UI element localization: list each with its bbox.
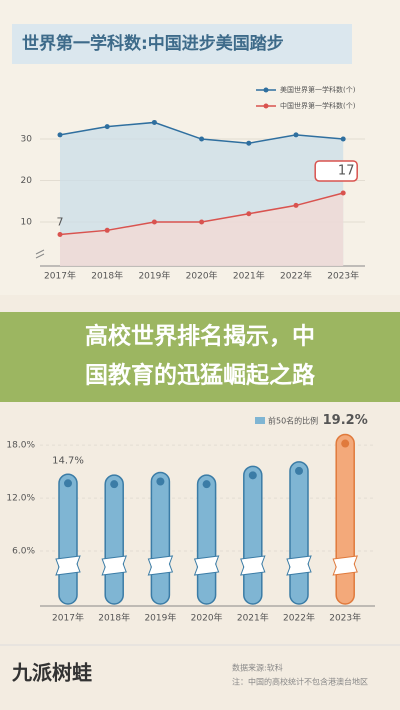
ribbon bbox=[286, 555, 312, 576]
legend-swatch bbox=[255, 417, 265, 424]
x-tick-label: 2022年 bbox=[283, 612, 315, 624]
value-label: 7 bbox=[57, 215, 64, 228]
x-tick-label: 2017年 bbox=[52, 612, 84, 624]
point bbox=[246, 211, 252, 217]
point bbox=[340, 136, 346, 142]
point bbox=[151, 119, 157, 125]
note: 注：中国的高校统计不包含港澳台地区 bbox=[232, 677, 368, 687]
x-tick-label: 2018年 bbox=[98, 612, 130, 624]
ribbon bbox=[101, 555, 127, 576]
legend-label: 美国世界第一学科数(个) bbox=[280, 85, 356, 94]
ribbon bbox=[332, 555, 358, 576]
ribbon bbox=[55, 555, 81, 576]
source: 数据来源:软科 bbox=[232, 663, 283, 673]
bar-cap bbox=[156, 477, 165, 486]
x-tick-label: 2022年 bbox=[280, 270, 312, 282]
point bbox=[293, 132, 299, 138]
series-area bbox=[60, 192, 344, 266]
bar bbox=[104, 474, 124, 605]
bar-cap bbox=[64, 479, 72, 488]
ribbon bbox=[147, 555, 174, 576]
point bbox=[293, 202, 299, 208]
axis-break bbox=[35, 249, 45, 259]
x-tick-label: 2021年 bbox=[233, 270, 265, 282]
point bbox=[199, 219, 205, 225]
x-tick-label: 2020年 bbox=[191, 612, 223, 624]
legend-dot bbox=[263, 103, 269, 109]
value-label: 14.7% bbox=[52, 455, 84, 466]
bar bbox=[58, 473, 78, 605]
point bbox=[340, 190, 346, 196]
x-tick-label: 2021年 bbox=[237, 612, 269, 624]
y-tick-label: 6.0% bbox=[12, 547, 35, 557]
bar bbox=[289, 461, 309, 605]
legend-label: 前50名的比例 bbox=[268, 416, 318, 426]
headline: 国教育的迅猛崛起之路 bbox=[85, 362, 316, 389]
bar bbox=[335, 433, 355, 605]
value-label: 17 bbox=[338, 163, 355, 178]
value-label: 19.2% bbox=[323, 413, 368, 428]
bar-cap bbox=[110, 480, 119, 489]
callout bbox=[314, 160, 358, 182]
legend-dot bbox=[263, 87, 269, 93]
y-tick-label: 30 bbox=[21, 135, 33, 145]
headline-band bbox=[0, 312, 400, 402]
point bbox=[104, 124, 110, 130]
point bbox=[57, 231, 63, 237]
x-tick-label: 2019年 bbox=[138, 270, 170, 282]
headline: 高校世界排名揭示，中 bbox=[85, 323, 315, 350]
point bbox=[104, 227, 110, 233]
bar-cap bbox=[248, 471, 257, 480]
ribbon bbox=[240, 555, 266, 576]
bar-cap bbox=[202, 480, 211, 489]
y-tick-label: 20 bbox=[21, 176, 33, 186]
y-tick-label: 18.0% bbox=[6, 441, 35, 451]
point bbox=[151, 219, 157, 225]
brand: 九派树蛙 bbox=[11, 661, 92, 685]
bar-cap bbox=[295, 466, 303, 475]
x-tick-label: 2023年 bbox=[327, 270, 359, 282]
bar-cap bbox=[341, 439, 350, 448]
point bbox=[199, 136, 205, 142]
legend-label: 中国世界第一学科数(个) bbox=[280, 101, 356, 110]
x-tick-label: 2019年 bbox=[144, 612, 176, 624]
title-band bbox=[12, 24, 352, 64]
x-tick-label: 2018年 bbox=[91, 270, 123, 282]
bar bbox=[196, 474, 217, 605]
y-tick-label: 10 bbox=[21, 218, 33, 228]
ribbon bbox=[193, 555, 220, 576]
bar bbox=[243, 465, 263, 605]
bar bbox=[150, 471, 171, 605]
point bbox=[246, 140, 252, 146]
point bbox=[57, 132, 63, 138]
chart-title: 世界第一学科数:中国进步美国踏步 bbox=[22, 33, 284, 54]
x-tick-label: 2020年 bbox=[186, 270, 218, 282]
y-tick-label: 12.0% bbox=[6, 494, 35, 504]
x-tick-label: 2017年 bbox=[44, 270, 76, 282]
x-tick-label: 2023年 bbox=[329, 612, 361, 624]
